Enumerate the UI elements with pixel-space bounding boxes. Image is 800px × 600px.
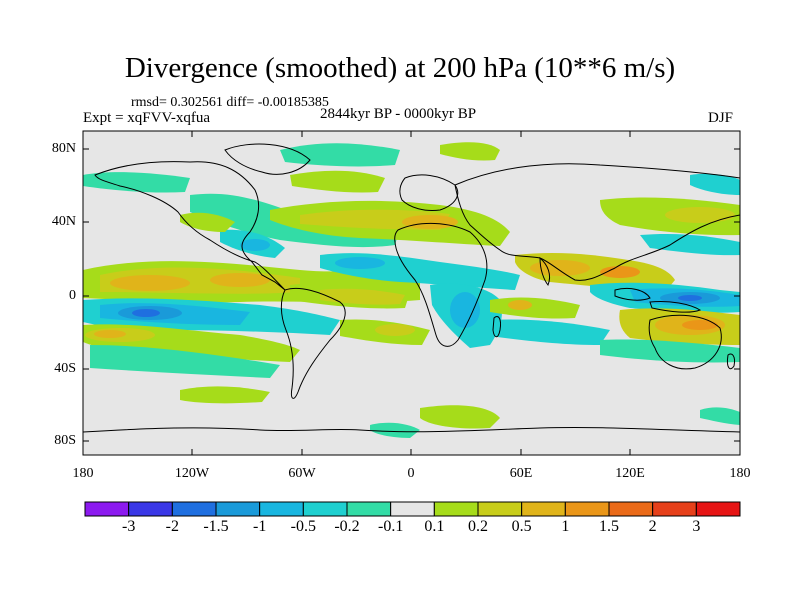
colorbar-label: 0.5 [502, 518, 542, 536]
positive-core [402, 215, 458, 229]
positive-core [94, 330, 126, 338]
x-label-180e: 180 [710, 466, 770, 482]
colorbar-label: -2 [152, 518, 192, 536]
negative-core [450, 292, 480, 328]
y-label-40s: 40S [36, 361, 76, 377]
negative-core [240, 239, 270, 251]
negative-core [132, 309, 160, 317]
x-label-60e: 60E [491, 466, 551, 482]
positive-core [530, 260, 590, 276]
colorbar-box [347, 502, 391, 516]
colorbar-label: 0.1 [414, 518, 454, 536]
y-label-80s: 80S [36, 433, 76, 449]
y-label-0: 0 [36, 288, 76, 304]
colorbar [85, 502, 740, 516]
colorbar-label: 1 [545, 518, 585, 536]
positive-core [210, 273, 270, 287]
colorbar-box [478, 502, 522, 516]
colorbar-box [391, 502, 435, 516]
colorbar-label: -0.1 [371, 518, 411, 536]
colorbar-box [85, 502, 129, 516]
positive-core [508, 300, 532, 310]
colorbar-label: 2 [633, 518, 673, 536]
colorbar-label: -0.2 [327, 518, 367, 536]
colorbar-box [129, 502, 173, 516]
positive-core [110, 275, 190, 291]
x-label-120w: 120W [162, 466, 222, 482]
colorbar-box [303, 502, 347, 516]
y-label-80n: 80N [36, 141, 76, 157]
colorbar-label: -0.5 [283, 518, 323, 536]
colorbar-label: 1.5 [589, 518, 629, 536]
colorbar-box [216, 502, 260, 516]
negative-core [335, 257, 385, 269]
colorbar-box [172, 502, 216, 516]
colorbar-box [434, 502, 478, 516]
colorbar-label: -3 [109, 518, 149, 536]
divergence-map [0, 0, 800, 600]
positive-core [682, 320, 718, 330]
x-label-120e: 120E [600, 466, 660, 482]
x-label-180w: 180 [53, 466, 113, 482]
colorbar-label: -1.5 [196, 518, 236, 536]
colorbar-box [609, 502, 653, 516]
colorbar-box [696, 502, 740, 516]
colorbar-label: 3 [676, 518, 716, 536]
colorbar-box [653, 502, 697, 516]
positive-core [665, 207, 735, 223]
field-layer [83, 131, 740, 455]
colorbar-box [565, 502, 609, 516]
colorbar-box [522, 502, 566, 516]
x-label-60w: 60W [272, 466, 332, 482]
colorbar-box [260, 502, 304, 516]
positive-core [375, 324, 415, 336]
negative-core [678, 295, 702, 301]
x-label-0: 0 [381, 466, 441, 482]
colorbar-label: -1 [240, 518, 280, 536]
colorbar-label: 0.2 [458, 518, 498, 536]
y-label-40n: 40N [36, 214, 76, 230]
